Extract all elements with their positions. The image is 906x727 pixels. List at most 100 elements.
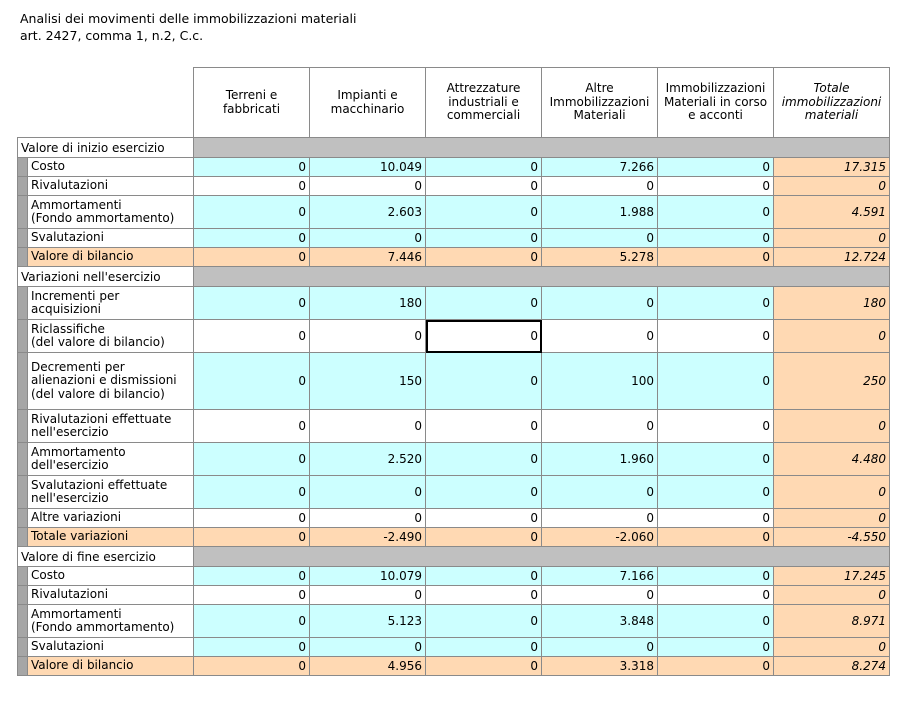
value-cell[interactable]: 1.988	[541, 195, 658, 229]
total-cell[interactable]: 250	[773, 352, 890, 410]
value-cell[interactable]: 0	[309, 176, 426, 196]
value-cell[interactable]: 2.603	[309, 195, 426, 229]
value-cell[interactable]: 0	[657, 409, 774, 443]
value-cell[interactable]: 0	[309, 228, 426, 248]
value-cell[interactable]: 0	[425, 176, 542, 196]
value-cell[interactable]: 0	[193, 585, 310, 605]
value-cell[interactable]: 0	[425, 228, 542, 248]
value-cell[interactable]: 0	[657, 508, 774, 528]
value-cell[interactable]: 0	[541, 637, 658, 657]
total-cell[interactable]: 0	[773, 319, 890, 353]
value-cell[interactable]: 0	[309, 637, 426, 657]
value-cell[interactable]: 150	[309, 352, 426, 410]
value-cell[interactable]: 10.049	[309, 157, 426, 177]
value-cell[interactable]: 2.520	[309, 442, 426, 476]
total-cell[interactable]: 0	[773, 585, 890, 605]
total-cell[interactable]: 8.971	[773, 604, 890, 638]
value-cell[interactable]: -2.060	[541, 527, 658, 547]
value-cell[interactable]: 0	[425, 585, 542, 605]
value-cell[interactable]: 0	[425, 409, 542, 443]
value-cell[interactable]: 0	[541, 319, 658, 353]
value-cell[interactable]: 0	[309, 409, 426, 443]
value-cell[interactable]: 0	[657, 228, 774, 248]
value-cell[interactable]: 0	[425, 566, 542, 586]
value-cell[interactable]: 0	[193, 527, 310, 547]
value-cell[interactable]: 0	[657, 527, 774, 547]
value-cell[interactable]: 0	[193, 442, 310, 476]
value-cell[interactable]: 0	[425, 508, 542, 528]
total-cell[interactable]: 0	[773, 508, 890, 528]
value-cell[interactable]: 0	[541, 176, 658, 196]
total-cell[interactable]: -4.550	[773, 527, 890, 547]
value-cell[interactable]: 0	[657, 637, 774, 657]
total-cell[interactable]: 0	[773, 228, 890, 248]
value-cell[interactable]: 0	[657, 656, 774, 676]
value-cell[interactable]: 0	[193, 508, 310, 528]
total-cell[interactable]: 180	[773, 286, 890, 320]
value-cell[interactable]: 0	[193, 247, 310, 267]
value-cell[interactable]: 7.446	[309, 247, 426, 267]
value-cell[interactable]: 0	[657, 247, 774, 267]
total-cell[interactable]: 0	[773, 475, 890, 509]
value-cell[interactable]: 0	[425, 319, 542, 353]
value-cell[interactable]: 5.278	[541, 247, 658, 267]
total-cell[interactable]: 17.315	[773, 157, 890, 177]
value-cell[interactable]: 180	[309, 286, 426, 320]
value-cell[interactable]: 0	[193, 228, 310, 248]
value-cell[interactable]: 0	[425, 442, 542, 476]
value-cell[interactable]: 0	[193, 656, 310, 676]
value-cell[interactable]: 0	[541, 475, 658, 509]
value-cell[interactable]: 3.318	[541, 656, 658, 676]
value-cell[interactable]: 0	[193, 176, 310, 196]
value-cell[interactable]: 0	[193, 352, 310, 410]
value-cell[interactable]: 0	[193, 409, 310, 443]
value-cell[interactable]: 7.266	[541, 157, 658, 177]
value-cell[interactable]: 0	[425, 475, 542, 509]
value-cell[interactable]: 0	[541, 508, 658, 528]
value-cell[interactable]: 0	[309, 319, 426, 353]
value-cell[interactable]: 0	[657, 604, 774, 638]
value-cell[interactable]: 4.956	[309, 656, 426, 676]
value-cell[interactable]: 0	[657, 319, 774, 353]
value-cell[interactable]: 0	[425, 157, 542, 177]
total-cell[interactable]: 4.591	[773, 195, 890, 229]
total-cell[interactable]: 0	[773, 409, 890, 443]
value-cell[interactable]: 0	[657, 352, 774, 410]
value-cell[interactable]: 0	[193, 157, 310, 177]
value-cell[interactable]: 0	[425, 195, 542, 229]
total-cell[interactable]: 17.245	[773, 566, 890, 586]
value-cell[interactable]: -2.490	[309, 527, 426, 547]
value-cell[interactable]: 0	[193, 319, 310, 353]
value-cell[interactable]: 0	[193, 566, 310, 586]
value-cell[interactable]: 0	[657, 475, 774, 509]
value-cell[interactable]: 0	[541, 409, 658, 443]
value-cell[interactable]: 0	[657, 585, 774, 605]
value-cell[interactable]: 0	[193, 195, 310, 229]
value-cell[interactable]: 0	[193, 475, 310, 509]
value-cell[interactable]: 7.166	[541, 566, 658, 586]
value-cell[interactable]: 0	[657, 566, 774, 586]
value-cell[interactable]: 0	[193, 604, 310, 638]
total-cell[interactable]: 12.724	[773, 247, 890, 267]
value-cell[interactable]: 10.079	[309, 566, 426, 586]
value-cell[interactable]: 0	[657, 195, 774, 229]
value-cell[interactable]: 0	[541, 228, 658, 248]
total-cell[interactable]: 0	[773, 176, 890, 196]
value-cell[interactable]: 5.123	[309, 604, 426, 638]
value-cell[interactable]: 0	[309, 475, 426, 509]
total-cell[interactable]: 0	[773, 637, 890, 657]
value-cell[interactable]: 1.960	[541, 442, 658, 476]
value-cell[interactable]: 0	[657, 157, 774, 177]
value-cell[interactable]: 0	[657, 176, 774, 196]
value-cell[interactable]: 0	[309, 585, 426, 605]
value-cell[interactable]: 0	[657, 286, 774, 320]
value-cell[interactable]: 0	[193, 286, 310, 320]
total-cell[interactable]: 4.480	[773, 442, 890, 476]
value-cell[interactable]: 0	[425, 527, 542, 547]
value-cell[interactable]: 0	[425, 637, 542, 657]
value-cell[interactable]: 0	[193, 637, 310, 657]
value-cell[interactable]: 0	[541, 585, 658, 605]
value-cell[interactable]: 0	[657, 442, 774, 476]
value-cell[interactable]: 0	[425, 656, 542, 676]
value-cell[interactable]: 100	[541, 352, 658, 410]
